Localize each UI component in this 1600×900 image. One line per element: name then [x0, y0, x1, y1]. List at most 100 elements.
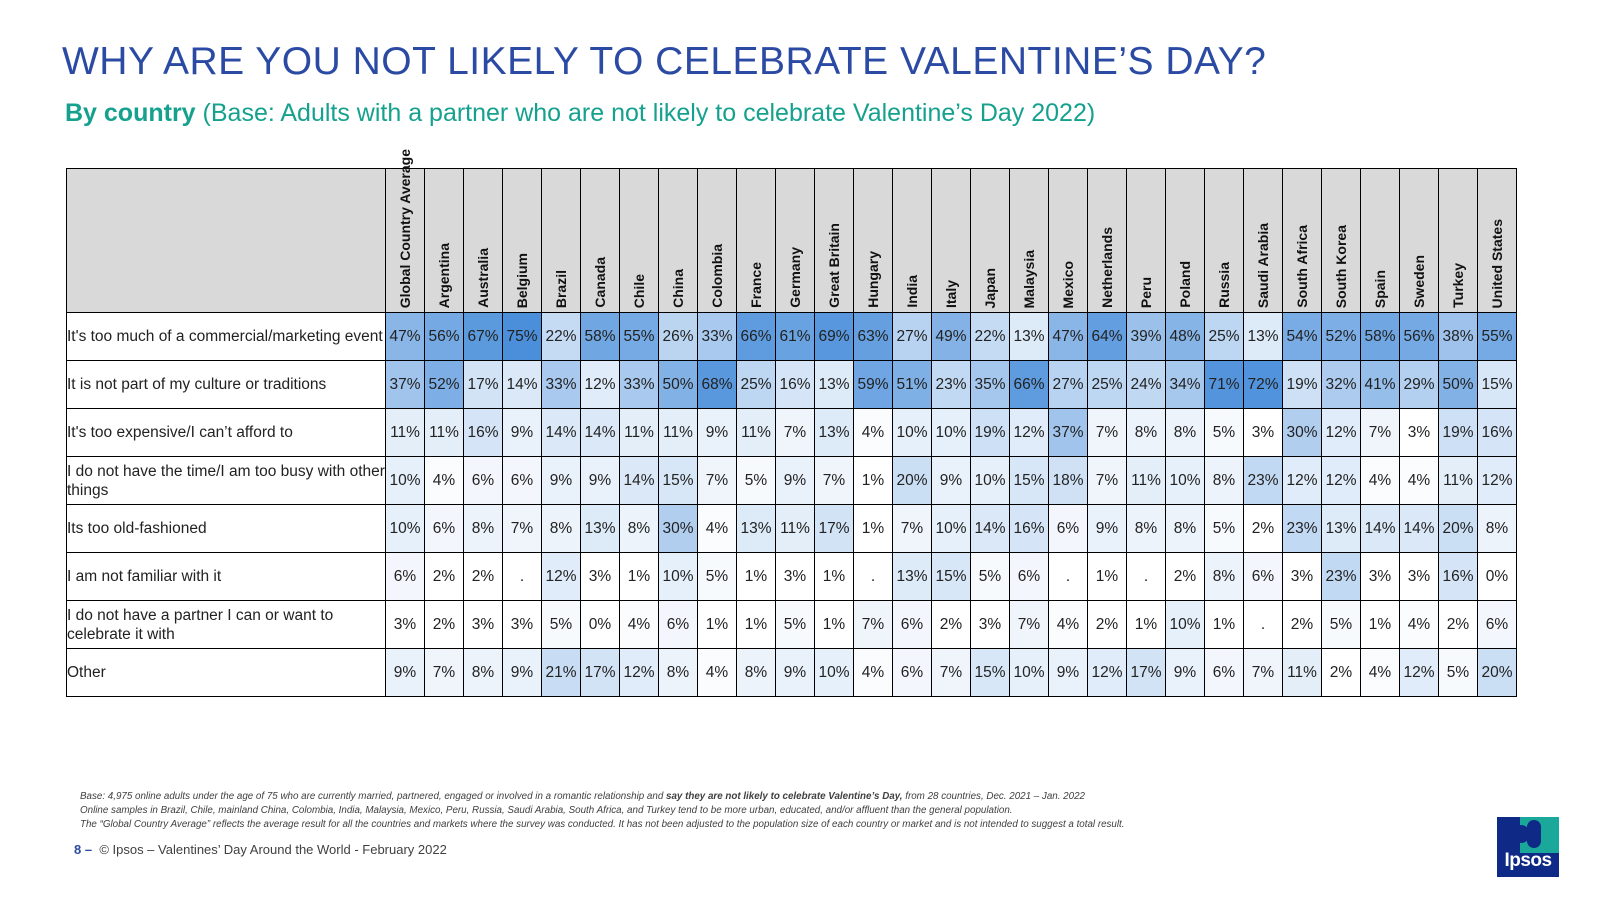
column-header-label: United States: [1489, 218, 1505, 308]
heatmap-cell: 12%: [1087, 648, 1127, 697]
heatmap-cell: 11%: [385, 408, 425, 457]
heatmap-cell: 6%: [892, 600, 932, 649]
heatmap-cell: .: [1048, 552, 1088, 601]
row-label: It's too much of a commercial/marketing …: [66, 312, 386, 361]
heatmap-cell: 10%: [1009, 648, 1049, 697]
heatmap-cell: 2%: [1165, 552, 1205, 601]
slide-title: WHY ARE YOU NOT LIKELY TO CELEBRATE VALE…: [62, 40, 1267, 83]
heatmap-cell: 8%: [541, 504, 581, 553]
heatmap-cell: 8%: [1126, 504, 1166, 553]
heatmap-cell: 34%: [1165, 360, 1205, 409]
heatmap-cell: 68%: [697, 360, 737, 409]
heatmap-cell: 4%: [1399, 600, 1439, 649]
heatmap-cell: 9%: [931, 456, 971, 505]
column-header-label: Argentina: [436, 242, 452, 308]
subtitle-base: (Base: Adults with a partner who are not…: [195, 99, 1096, 127]
column-header: Germany: [775, 168, 815, 313]
heatmap-cell: 52%: [1321, 312, 1361, 361]
ipsos-logo: Ipsos: [1497, 817, 1559, 877]
column-header: Russia: [1204, 168, 1244, 313]
heatmap-cell: 41%: [1360, 360, 1400, 409]
column-header-label: Malaysia: [1021, 249, 1037, 308]
heatmap-cell: 10%: [814, 648, 854, 697]
heatmap-cell: 69%: [814, 312, 854, 361]
footnote-line-2: Online samples in Brazil, Chile, mainlan…: [80, 805, 1013, 816]
heatmap-cell: 5%: [1438, 648, 1478, 697]
heatmap-cell: 18%: [1048, 456, 1088, 505]
heatmap-cell: 9%: [1087, 504, 1127, 553]
column-header: Japan: [970, 168, 1010, 313]
column-header-label: Chile: [631, 273, 647, 308]
heatmap-cell: 23%: [1243, 456, 1283, 505]
heatmap-cell: 9%: [775, 648, 815, 697]
heatmap-cell: 4%: [424, 456, 464, 505]
heatmap-cell: 14%: [1360, 504, 1400, 553]
heatmap-cell: 37%: [385, 360, 425, 409]
heatmap-cell: 17%: [580, 648, 620, 697]
heatmap-cell: 9%: [580, 456, 620, 505]
column-header: Malaysia: [1009, 168, 1049, 313]
heatmap-cell: 26%: [658, 312, 698, 361]
heatmap-cell: 25%: [1087, 360, 1127, 409]
heatmap-cell: 4%: [1360, 456, 1400, 505]
heatmap-cell: 7%: [892, 504, 932, 553]
heatmap-cell: 8%: [1204, 456, 1244, 505]
heatmap-cell: 6%: [1048, 504, 1088, 553]
heatmap-cell: 9%: [385, 648, 425, 697]
heatmap-cell: 7%: [424, 648, 464, 697]
heatmap-cell: 27%: [1048, 360, 1088, 409]
heatmap-cell: 49%: [931, 312, 971, 361]
column-header-label: Mexico: [1060, 260, 1076, 308]
column-header-label: South Africa: [1294, 225, 1310, 308]
heatmap-cell: 2%: [463, 552, 503, 601]
heatmap-cell: 72%: [1243, 360, 1283, 409]
heatmap-cell: 10%: [1165, 456, 1205, 505]
heatmap-cell: .: [1126, 552, 1166, 601]
heatmap-cell: 7%: [1087, 408, 1127, 457]
heatmap-cell: 13%: [736, 504, 776, 553]
table-row: It's too expensive/I can’t afford to 11% 1…: [66, 408, 1517, 457]
heatmap-cell: 13%: [892, 552, 932, 601]
heatmap-cell: 7%: [697, 456, 737, 505]
heatmap-cell: 4%: [853, 408, 893, 457]
heatmap-cell: 51%: [892, 360, 932, 409]
heatmap-cell: 9%: [502, 648, 542, 697]
table-row: I do not have a partner I can or want to…: [66, 600, 1517, 649]
heatmap-cell: 47%: [1048, 312, 1088, 361]
heatmap-cell: 32%: [1321, 360, 1361, 409]
heatmap-cell: 56%: [424, 312, 464, 361]
logo-shape-inner: [1512, 825, 1530, 843]
heatmap-cell: 8%: [736, 648, 776, 697]
heatmap-cell: 1%: [697, 600, 737, 649]
heatmap-cell: 4%: [697, 504, 737, 553]
corner-cell: [66, 168, 386, 313]
footnote-base-date: from 28 countries, Dec. 2021 – Jan. 2022: [902, 791, 1085, 802]
heatmap-cell: 8%: [1126, 408, 1166, 457]
heatmap-cell: 7%: [853, 600, 893, 649]
heatmap-cell: 12%: [619, 648, 659, 697]
logo-text: Ipsos: [1504, 850, 1552, 871]
heatmap-cell: 16%: [1438, 552, 1478, 601]
heatmap-cell: 23%: [931, 360, 971, 409]
heatmap-cell: 4%: [697, 648, 737, 697]
heatmap-cell: 8%: [1204, 552, 1244, 601]
column-header: Turkey: [1438, 168, 1478, 313]
heatmap-cell: 7%: [814, 456, 854, 505]
heatmap-cell: 9%: [697, 408, 737, 457]
header-row: Global Country Average Argentina Australia…: [66, 149, 1517, 313]
heatmap-cell: 35%: [970, 360, 1010, 409]
heatmap-cell: 7%: [1360, 408, 1400, 457]
heatmap-cell: 13%: [1243, 312, 1283, 361]
heatmap-cell: 10%: [931, 504, 971, 553]
heatmap-cell: 11%: [1438, 456, 1478, 505]
footer: 8 – © Ipsos – Valentines’ Day Around the…: [74, 842, 447, 857]
heatmap-cell: 19%: [1438, 408, 1478, 457]
heatmap-cell: 56%: [1399, 312, 1439, 361]
column-header-label: Global Country Average: [397, 148, 413, 308]
heatmap-cell: 8%: [1165, 504, 1205, 553]
column-header: Belgium: [502, 168, 542, 313]
heatmap-cell: 6%: [385, 552, 425, 601]
heatmap-cell: .: [1243, 600, 1283, 649]
heatmap-cell: 64%: [1087, 312, 1127, 361]
column-header-label: France: [748, 262, 764, 308]
